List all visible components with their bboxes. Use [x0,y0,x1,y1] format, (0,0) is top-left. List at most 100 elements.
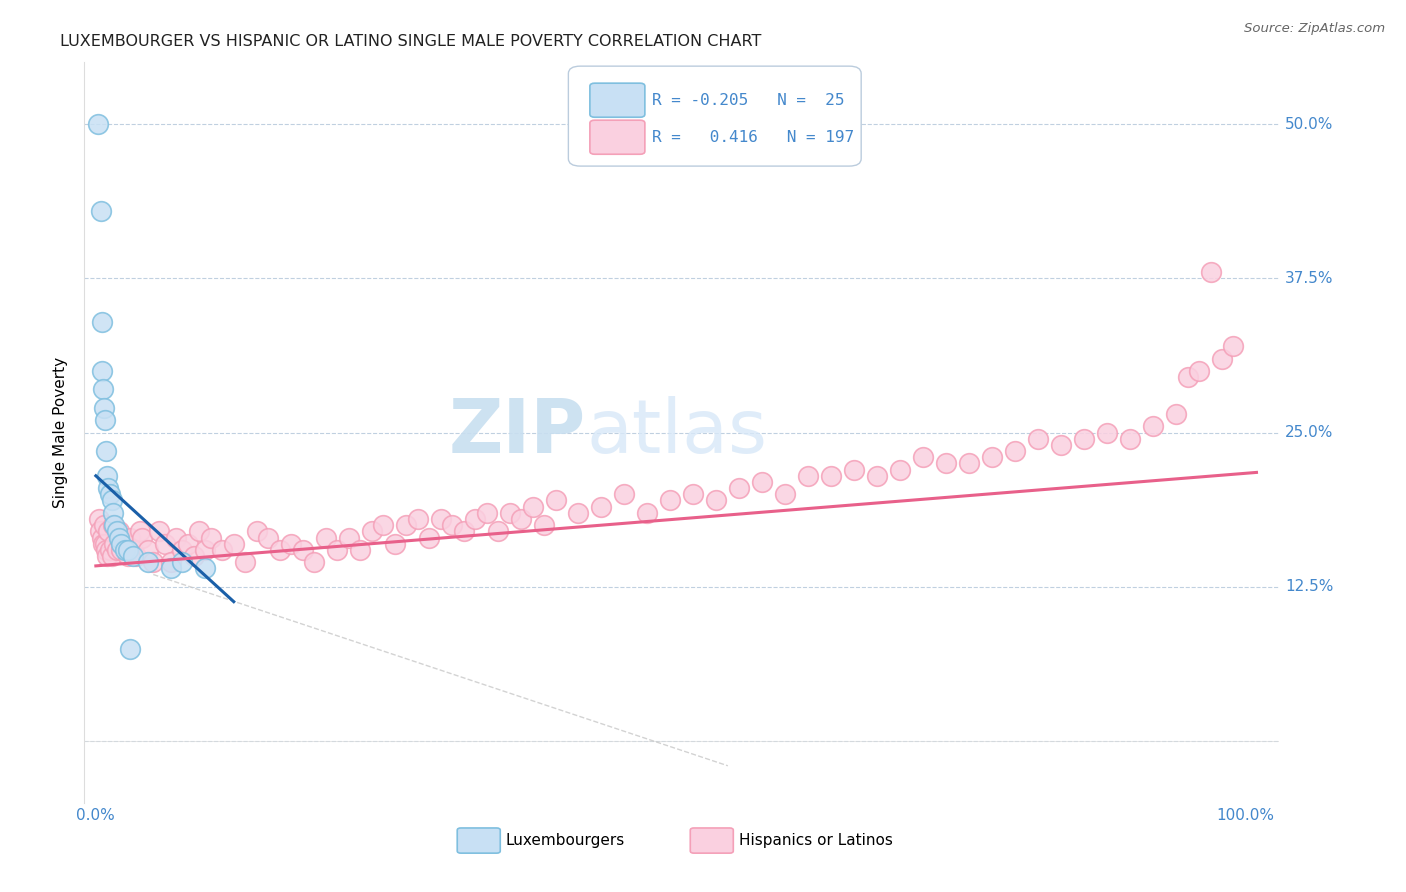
Point [567,506,589,520]
Point [91,364,114,378]
Point [114,536,136,550]
Point [211,542,233,557]
FancyBboxPatch shape [591,120,645,154]
Point [93,518,115,533]
Point [117,542,139,557]
Point [1073,432,1095,446]
Text: R = -0.205   N =  25: R = -0.205 N = 25 [652,93,845,108]
Text: Luxembourgers: Luxembourgers [505,833,624,848]
Point [797,468,820,483]
Point [177,536,200,550]
Point [120,531,142,545]
Point [302,555,325,569]
Point [94,413,117,427]
Point [96,468,118,483]
Text: 12.5%: 12.5% [1285,580,1333,594]
Point [170,542,193,557]
Point [291,542,314,557]
Point [105,524,128,539]
FancyBboxPatch shape [690,828,734,853]
Point [159,555,181,569]
Point [136,542,159,557]
Point [183,549,205,563]
Point [728,481,751,495]
Point [384,536,406,550]
Y-axis label: Single Male Poverty: Single Male Poverty [53,357,69,508]
Text: Source: ZipAtlas.com: Source: ZipAtlas.com [1244,22,1385,36]
Point [101,506,124,520]
Point [912,450,935,465]
Point [1142,419,1164,434]
Point [91,383,114,397]
Point [96,542,118,557]
Point [98,542,121,557]
Point [121,542,143,557]
Point [636,506,658,520]
Point [935,457,957,471]
Point [659,493,682,508]
Point [114,542,136,557]
Point [522,500,544,514]
Text: LUXEMBOURGER VS HISPANIC OR LATINO SINGLE MALE POVERTY CORRELATION CHART: LUXEMBOURGER VS HISPANIC OR LATINO SINGL… [60,34,762,49]
Point [142,555,165,569]
Point [591,500,613,514]
Point [101,549,124,563]
Point [510,512,533,526]
Point [103,536,125,550]
FancyBboxPatch shape [457,828,501,853]
Point [97,524,120,539]
Point [98,487,121,501]
Point [120,641,142,656]
Point [200,531,222,545]
Point [889,462,911,476]
Point [94,536,117,550]
Point [464,512,486,526]
Text: 50.0%: 50.0% [1285,117,1333,132]
Point [486,524,509,539]
Point [90,531,112,545]
Point [544,493,567,508]
Text: 25.0%: 25.0% [1285,425,1333,440]
Point [257,531,280,545]
FancyBboxPatch shape [591,83,645,117]
Text: Hispanics or Latinos: Hispanics or Latinos [740,833,893,848]
Point [96,444,118,458]
Point [128,524,150,539]
Point [751,475,773,489]
Point [475,506,498,520]
Point [103,518,125,533]
Point [498,506,520,520]
Point [1050,438,1073,452]
Point [108,531,131,545]
Point [269,542,291,557]
Point [97,481,120,495]
Point [326,542,349,557]
Point [194,561,217,575]
Point [1119,432,1142,446]
Point [706,493,728,508]
Point [110,536,132,550]
Point [131,531,153,545]
Point [246,524,269,539]
FancyBboxPatch shape [568,66,862,166]
Point [682,487,704,501]
Point [188,524,211,539]
Point [820,468,842,483]
Point [957,457,980,471]
Point [1222,339,1244,353]
Point [121,549,143,563]
Point [101,518,124,533]
Point [148,524,170,539]
Point [159,561,181,575]
Point [280,536,302,550]
Point [233,555,256,569]
Point [1095,425,1118,440]
Point [105,542,128,557]
Point [533,518,555,533]
Point [775,487,797,501]
Point [1177,370,1199,384]
Point [613,487,636,501]
Point [373,518,395,533]
Point [360,524,382,539]
Point [86,117,108,131]
